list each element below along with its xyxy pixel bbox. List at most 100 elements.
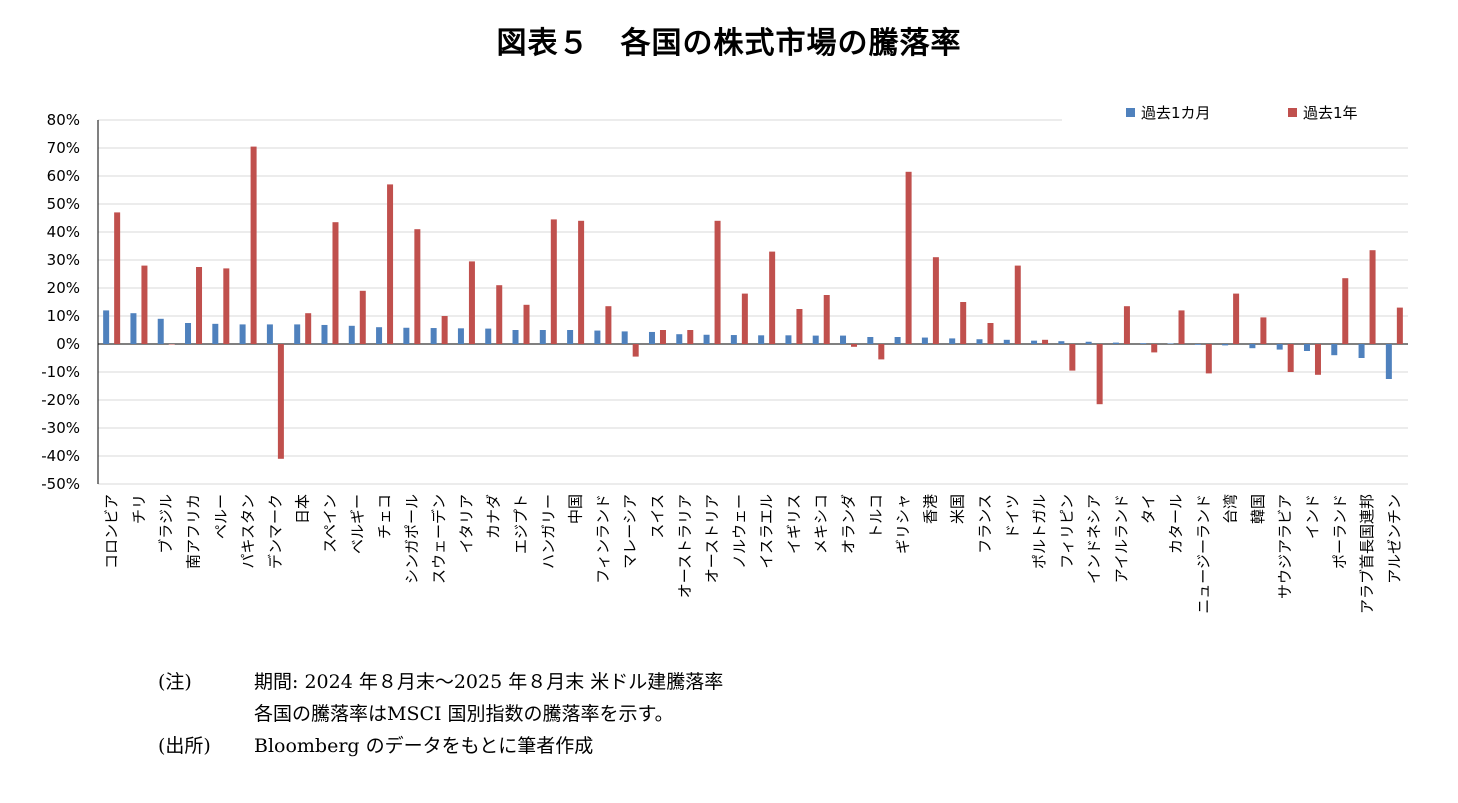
bar [250,146,257,344]
x-tick-label: 台湾 [1222,494,1240,524]
note-text: Bloomberg のデータをもとに筆者作成 [254,735,594,757]
x-tick-label: スウェーデン [430,494,448,584]
bar [949,338,956,344]
bar [441,316,448,344]
bar [648,331,655,344]
bar [387,184,394,344]
bar [1042,339,1049,344]
bar [932,257,939,344]
x-tick-label: フィンランド [594,494,612,584]
notes: (注) 期間: 2024 年８月末～2025 年８月末 米ドル建騰落率 各国の騰… [158,666,723,762]
x-tick-label: ブラジル [157,494,175,554]
bar [1369,250,1376,344]
bar [157,318,164,344]
legend-label: 過去1カ月 [1141,104,1211,122]
x-tick-label: 韓国 [1249,494,1267,524]
y-tick-label: 30% [47,251,80,269]
x-tick-label: サウジアラビア [1276,494,1294,599]
bar [1085,341,1092,344]
y-tick-label: 60% [47,167,80,185]
note-text: 各国の騰落率はMSCI 国別指数の騰落率を示す。 [254,703,674,725]
bar [468,261,475,344]
bar [403,327,410,344]
x-tick-label: アルゼンチン [1385,494,1403,584]
bar [1385,344,1392,379]
x-tick-label: ペルー [212,494,230,539]
y-tick-label: -30% [41,419,80,437]
y-tick-label: 10% [47,307,80,325]
y-tick-label: 20% [47,279,80,297]
x-tick-label: スイス [648,494,666,539]
bar [277,344,284,459]
x-tick-label: インドネシア [1085,494,1103,584]
x-tick-label: インド [1303,494,1321,539]
legend-label: 過去1年 [1303,104,1358,122]
y-tick-label: 0% [56,335,80,353]
bar [430,328,437,344]
x-tick-label: カタール [1167,494,1185,554]
note-key: (注) [158,671,192,693]
bar [758,335,765,344]
legend: 過去1カ月 過去1年 [1126,104,1358,122]
bar [1342,278,1349,344]
bar [659,330,666,344]
x-tick-label: イスラエル [758,494,776,569]
bar [141,265,148,344]
bar [103,310,110,344]
bar [960,302,967,344]
bar [621,331,628,344]
bar [332,222,339,344]
bar [1014,265,1021,344]
bar [1331,344,1338,356]
bar [1178,310,1185,344]
x-tick-label: シンガポール [403,494,421,584]
bar [414,229,421,344]
bar [485,328,492,344]
bar [239,324,246,344]
bar [796,309,803,344]
note-key: (出所) [158,735,211,757]
x-tick-label: ギリシャ [894,494,912,554]
bar [1249,344,1256,349]
bar [894,337,901,344]
note-row-2: 各国の騰落率はMSCI 国別指数の騰落率を示す。 [158,698,723,730]
legend-swatch [1126,108,1135,117]
bar [1276,344,1283,350]
bar [987,323,994,344]
bar [1140,343,1147,344]
bar [130,313,137,344]
bar [687,330,694,344]
y-tick-label: 50% [47,195,80,213]
bar [976,339,983,344]
bar [1167,343,1174,344]
bar [1233,293,1240,344]
bar [1112,342,1119,344]
x-tick-label: オーストラリア [676,494,694,598]
x-tick-label: ノルウェー [730,494,748,569]
x-axis: コロンビア チリ ブラジル 南アフリカ ペルー パキスタン デンマーク 日本 スペイン ベルギーチ… [103,494,1404,614]
bar [851,344,858,347]
chart-title: 図表５ 各国の株式市場の騰落率 [496,26,962,61]
bar [1260,317,1267,344]
bar [1314,344,1321,375]
bar [523,304,530,344]
bar [1222,344,1229,346]
bar [266,324,273,344]
x-tick-label: デンマーク [266,494,284,569]
bar [212,323,219,344]
x-tick-label: パキスタン [239,494,257,569]
bar [539,330,546,344]
bar [1358,344,1365,358]
note-row-3: (出所) Bloomberg のデータをもとに筆者作成 [158,730,723,762]
bar [168,344,175,345]
x-tick-label: コロンビア [103,494,121,569]
bar [567,330,574,344]
y-tick-label: -10% [41,363,80,381]
x-tick-label: カナダ [485,494,503,539]
bar [632,344,639,357]
x-tick-label: イギリス [785,494,803,554]
bar [823,295,830,344]
bar [185,323,192,344]
legend-swatch [1288,108,1297,117]
